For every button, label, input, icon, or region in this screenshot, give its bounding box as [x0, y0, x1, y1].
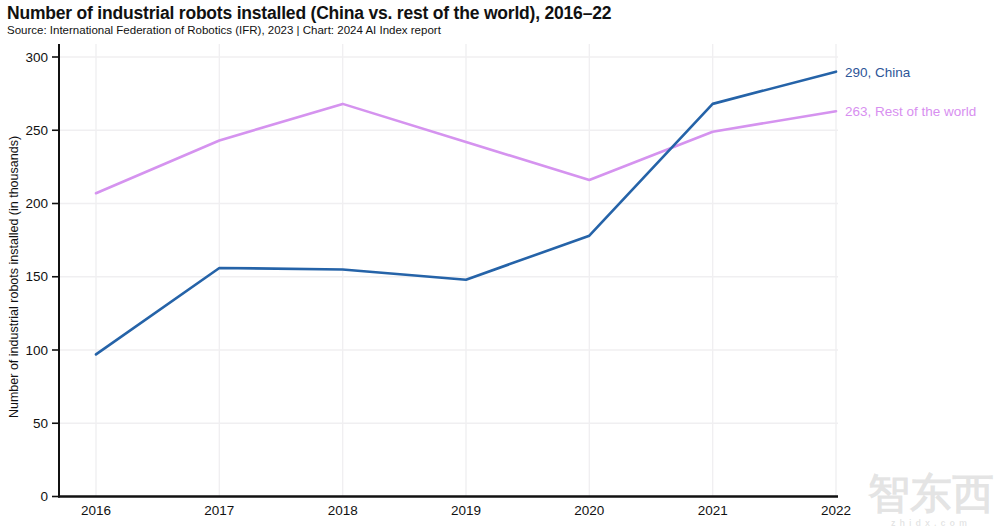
- chart-source: Source: International Federation of Robo…: [7, 24, 441, 36]
- y-tick-label: 200: [25, 196, 48, 211]
- chart-title: Number of industrial robots installed (C…: [7, 3, 611, 24]
- series-end-label-rest-of-world: 263, Rest of the world: [845, 104, 976, 119]
- series-end-label-china: 290, China: [845, 64, 910, 79]
- x-tick-label: 2018: [328, 503, 358, 518]
- y-axis-label: Number of industrial robots installed (i…: [7, 136, 21, 418]
- y-tick-label: 250: [25, 123, 48, 138]
- x-tick-label: 2022: [821, 503, 851, 518]
- line-chart: 0 50 100 150 200 250 300 2016 2017 2018 2019 2020 20…: [0, 0, 1000, 532]
- x-tick-label: 2019: [451, 503, 481, 518]
- y-tick-label: 50: [33, 416, 48, 431]
- x-tick-label: 2016: [81, 503, 111, 518]
- y-tick-label: 0: [40, 489, 48, 504]
- y-tick-label: 100: [25, 343, 48, 358]
- x-tick-label: 2020: [574, 503, 604, 518]
- y-tick-label: 300: [25, 50, 48, 65]
- y-tick-label: 150: [25, 269, 48, 284]
- x-tick-label: 2021: [698, 503, 728, 518]
- x-tick-label: 2017: [204, 503, 234, 518]
